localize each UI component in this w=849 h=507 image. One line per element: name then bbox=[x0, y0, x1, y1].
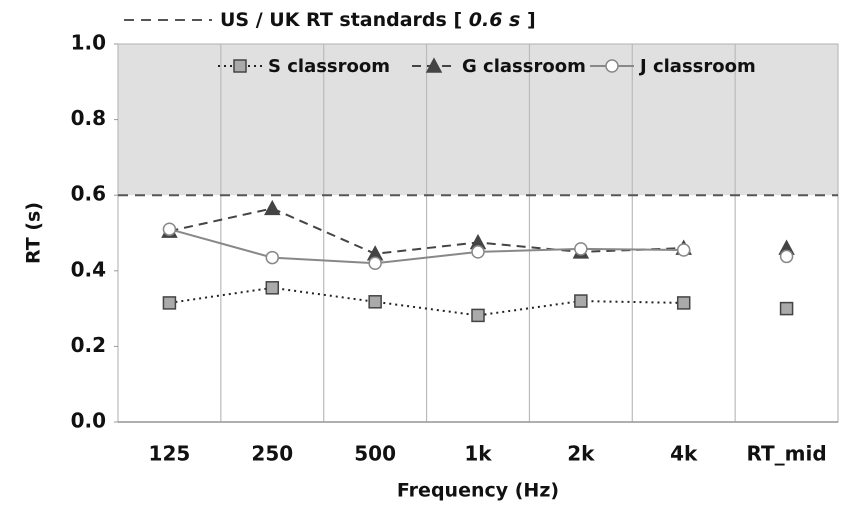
x-axis-label: Frequency (Hz) bbox=[397, 480, 559, 502]
legend-label: S classroom bbox=[268, 56, 390, 77]
legend-marker bbox=[605, 59, 619, 73]
y-axis-label: RT (s) bbox=[23, 202, 45, 264]
annotation-part: 0.6 s bbox=[469, 9, 521, 31]
data-point bbox=[162, 222, 177, 236]
threshold-annotation: US / UK RT standards [ 0.6 s ] bbox=[220, 9, 536, 31]
annotation-part: US / UK RT standards [ bbox=[220, 9, 462, 31]
data-point bbox=[162, 296, 177, 310]
data-point bbox=[265, 250, 280, 265]
x-tick-label: 1k bbox=[464, 442, 492, 466]
y-tick-label: 0.4 bbox=[71, 257, 106, 281]
data-point bbox=[676, 243, 691, 257]
y-tick-label: 0.8 bbox=[71, 106, 106, 130]
legend-label: G classroom bbox=[462, 56, 586, 77]
y-tick-label: 0.0 bbox=[71, 409, 106, 433]
x-tick-label: 2k bbox=[567, 442, 595, 466]
data-point bbox=[471, 308, 485, 323]
x-tick-label: 125 bbox=[149, 442, 191, 466]
data-point bbox=[779, 249, 794, 264]
data-point bbox=[676, 296, 691, 310]
x-tick-label: RT_mid bbox=[746, 442, 826, 466]
data-point bbox=[265, 281, 280, 295]
legend-marker bbox=[425, 57, 443, 73]
data-point bbox=[574, 294, 588, 308]
data-point bbox=[779, 301, 794, 316]
data-point bbox=[368, 295, 382, 309]
annotation-part: ] bbox=[527, 9, 536, 31]
y-tick-label: 0.2 bbox=[71, 333, 106, 357]
series-line bbox=[169, 228, 684, 265]
series-line bbox=[169, 286, 684, 317]
x-tick-label: 4k bbox=[670, 442, 698, 466]
data-point bbox=[264, 199, 281, 216]
y-tick-label: 0.6 bbox=[71, 182, 106, 206]
data-point bbox=[368, 256, 382, 270]
data-point bbox=[471, 245, 485, 259]
legend-label: J classroom bbox=[638, 56, 756, 77]
y-tick-label: 1.0 bbox=[71, 31, 106, 55]
legend-marker bbox=[233, 59, 247, 73]
x-tick-label: 500 bbox=[354, 442, 396, 466]
data-point bbox=[574, 242, 588, 256]
series-line bbox=[169, 207, 684, 255]
x-tick-label: 250 bbox=[251, 442, 293, 466]
